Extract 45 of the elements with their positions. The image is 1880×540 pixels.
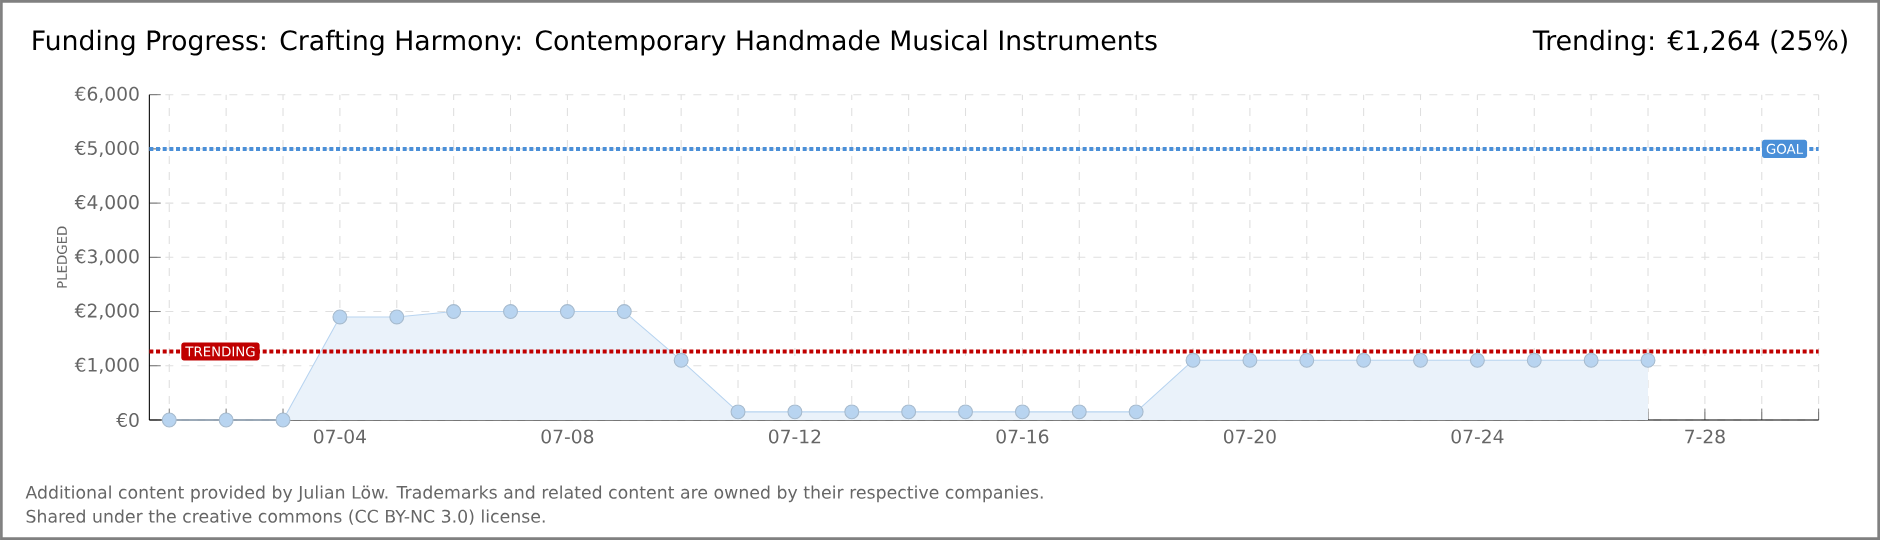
point bbox=[503, 304, 518, 320]
point bbox=[844, 404, 860, 420]
point bbox=[446, 304, 462, 320]
x-tick-label: 07-04 bbox=[313, 429, 366, 444]
point bbox=[901, 404, 917, 420]
point bbox=[218, 412, 234, 428]
x-tick-label: 07-20 bbox=[1223, 429, 1276, 444]
point bbox=[730, 404, 746, 420]
point bbox=[1299, 352, 1315, 368]
x-tick-label: 7-28 bbox=[1685, 429, 1725, 444]
point bbox=[1469, 352, 1485, 368]
y-tick-label: €6,000 bbox=[74, 86, 139, 103]
chart-title: Funding Progress: Crafting Harmony: Contemporary Handmade Musical Instruments bbox=[33, 29, 1157, 56]
point bbox=[161, 412, 177, 428]
point bbox=[1583, 352, 1599, 368]
x-tick-label: 07-16 bbox=[996, 429, 1049, 444]
y-tick-label: €3,000 bbox=[74, 249, 139, 266]
y-tick-label: €0 bbox=[116, 412, 139, 428]
point bbox=[1242, 352, 1258, 368]
point bbox=[787, 404, 803, 420]
y-tick-label: €4,000 bbox=[74, 195, 139, 212]
point bbox=[1014, 404, 1030, 420]
point bbox=[1640, 352, 1656, 368]
point bbox=[275, 412, 291, 428]
point bbox=[332, 309, 348, 325]
y-tick-label: €5,000 bbox=[74, 140, 139, 157]
x-tick-label: 07-08 bbox=[541, 429, 594, 444]
point bbox=[1128, 404, 1144, 420]
chart-subtitle: Trending: €1,264 (25%) bbox=[1532, 29, 1847, 56]
y-tick-label: €2,000 bbox=[74, 303, 139, 320]
point bbox=[1526, 352, 1542, 368]
point bbox=[616, 304, 632, 320]
point bbox=[1356, 352, 1372, 368]
text: Shared under the creative commons (CC BY-NC 3.0) license. bbox=[26, 509, 545, 525]
point bbox=[1413, 352, 1428, 368]
point bbox=[1185, 352, 1201, 368]
point bbox=[559, 304, 575, 320]
point bbox=[389, 309, 405, 325]
text: Additional content provided by Julian Löw. Trademarks and related content are owned by their respective companies. bbox=[25, 485, 1043, 503]
point bbox=[1071, 404, 1087, 420]
x-tick-label: 07-12 bbox=[768, 429, 821, 444]
point bbox=[958, 404, 973, 420]
y-tick-label: €1,000 bbox=[74, 357, 139, 374]
point bbox=[673, 352, 689, 368]
x-tick-label: 07-24 bbox=[1451, 429, 1504, 444]
